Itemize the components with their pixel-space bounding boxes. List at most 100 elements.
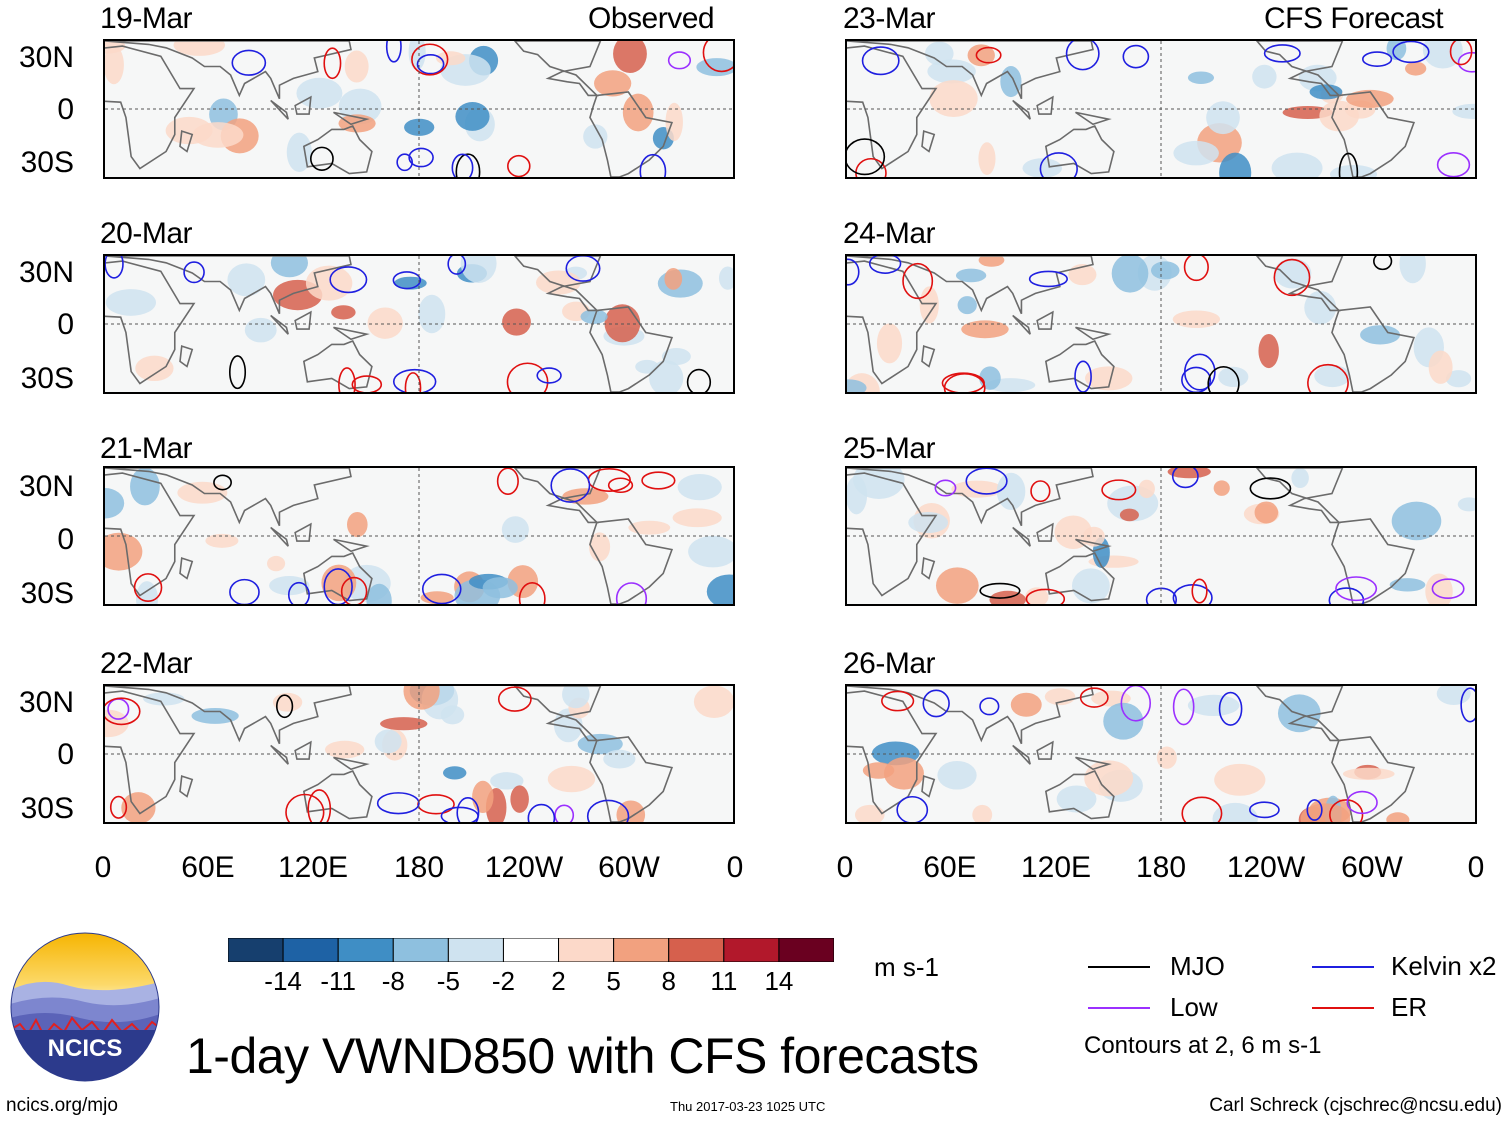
anomaly-shading (1187, 694, 1240, 717)
coastline (294, 310, 312, 330)
wave-contour (554, 804, 575, 822)
lon-label: 0 (1467, 851, 1485, 884)
anomaly-shading (442, 766, 467, 780)
lon-label: 60W (598, 851, 660, 884)
anomaly-shading (1206, 101, 1240, 135)
coastline (513, 468, 602, 524)
anomaly-shading (951, 480, 1003, 498)
lat-label-30s: 30S (20, 577, 74, 610)
anomaly-shading (1291, 468, 1309, 489)
colorbar-bin (613, 938, 670, 962)
anomaly-shading (191, 708, 239, 724)
anomaly-shading (1187, 71, 1215, 85)
anomaly-shading (1391, 501, 1442, 541)
wave-contour (902, 262, 934, 300)
anomaly-shading (105, 45, 124, 85)
lon-label: 0 (726, 851, 744, 884)
wave-contour (536, 367, 562, 384)
anomaly-shading (1346, 89, 1394, 108)
wave-contour (183, 261, 205, 284)
coastline (105, 468, 352, 527)
wave-contour (1373, 256, 1393, 271)
coastline (1331, 91, 1416, 177)
wave-contour (338, 367, 356, 392)
anomaly-shading (1300, 803, 1351, 822)
wave-contour (1171, 468, 1199, 489)
coastline (105, 472, 196, 597)
anomaly-shading (1399, 256, 1426, 284)
coastline (513, 686, 602, 742)
anomaly-shading (1254, 501, 1279, 524)
map-canvas (105, 41, 733, 177)
wave-contour (421, 573, 462, 604)
wave-contour (228, 355, 247, 390)
map-canvas (105, 468, 733, 604)
ncics-logo: NCICS (10, 932, 160, 1082)
colorbar-bin (723, 938, 780, 962)
anomaly-shading (589, 532, 611, 562)
anomaly-shading (847, 476, 868, 515)
coastline (179, 557, 194, 580)
anomaly-shading (1386, 41, 1407, 61)
anomaly-shading (1252, 64, 1277, 89)
anomaly-shading (105, 532, 143, 571)
legend-label-low: Low (1170, 992, 1218, 1022)
anomaly-shading (501, 516, 529, 543)
colorbar-tick-label: -2 (491, 966, 516, 996)
anomaly-shading (961, 320, 1009, 339)
wave-contour (667, 51, 692, 70)
footer-url[interactable]: ncics.org/mjo (6, 1095, 118, 1116)
anomaly-shading (1173, 140, 1219, 166)
wave-contour (1079, 687, 1109, 708)
lat-label-30n: 30N (18, 686, 74, 719)
wave-contour (1074, 360, 1092, 392)
coastline (1044, 769, 1115, 820)
wave-contour (404, 372, 422, 392)
wave-contour (550, 468, 591, 503)
anomaly-shading (1360, 325, 1401, 345)
wave-contour (507, 154, 531, 177)
anomaly-shading (173, 41, 226, 56)
wave-contour (1065, 41, 1100, 71)
wave-contour (309, 146, 334, 171)
map-panel-observed-4 (103, 684, 735, 824)
coastline (1044, 124, 1115, 175)
anomaly-shading (1319, 100, 1360, 132)
colorbar-tick-label: 5 (606, 966, 621, 996)
coastline (1075, 111, 1112, 126)
coastline (270, 314, 289, 335)
map-panel-forecast-3 (845, 466, 1477, 606)
column-title-forecast: CFS Forecast (1264, 2, 1444, 35)
wave-contour (896, 795, 929, 822)
colorbar-bin (282, 938, 339, 962)
coastline (1331, 518, 1416, 604)
anomaly-shading (706, 574, 733, 604)
colorbar-tick-label: -14 (264, 966, 302, 996)
wave-contour (1218, 691, 1243, 726)
coastline (1255, 256, 1344, 312)
coastline (513, 256, 602, 312)
lon-label: 120W (1226, 851, 1306, 884)
wave-contour (447, 256, 467, 275)
anomaly-shading (1314, 364, 1351, 388)
colorbar-tick-label: 2 (551, 966, 566, 996)
wave-contour (229, 578, 260, 604)
chart-title: 1-day VWND850 with CFS forecasts (186, 1028, 979, 1084)
anomaly-shading (1428, 350, 1453, 384)
panel-date: 23-Mar (843, 2, 936, 35)
colorbar-bin (392, 938, 449, 962)
wave-contour (392, 271, 422, 290)
legend-label-mjo: MJO (1170, 951, 1225, 981)
coastline (294, 522, 312, 542)
panel-date: 22-Mar (100, 647, 193, 680)
anomaly-shading (604, 304, 641, 343)
anomaly-shading (270, 256, 308, 278)
colorbar (228, 938, 834, 962)
coastline (847, 468, 1094, 527)
wave-contour (133, 573, 163, 603)
coastline (179, 775, 194, 798)
anomaly-shading (929, 80, 978, 118)
anomaly-shading (472, 780, 494, 814)
wave-contour (329, 266, 368, 294)
anomaly-shading (594, 70, 632, 97)
